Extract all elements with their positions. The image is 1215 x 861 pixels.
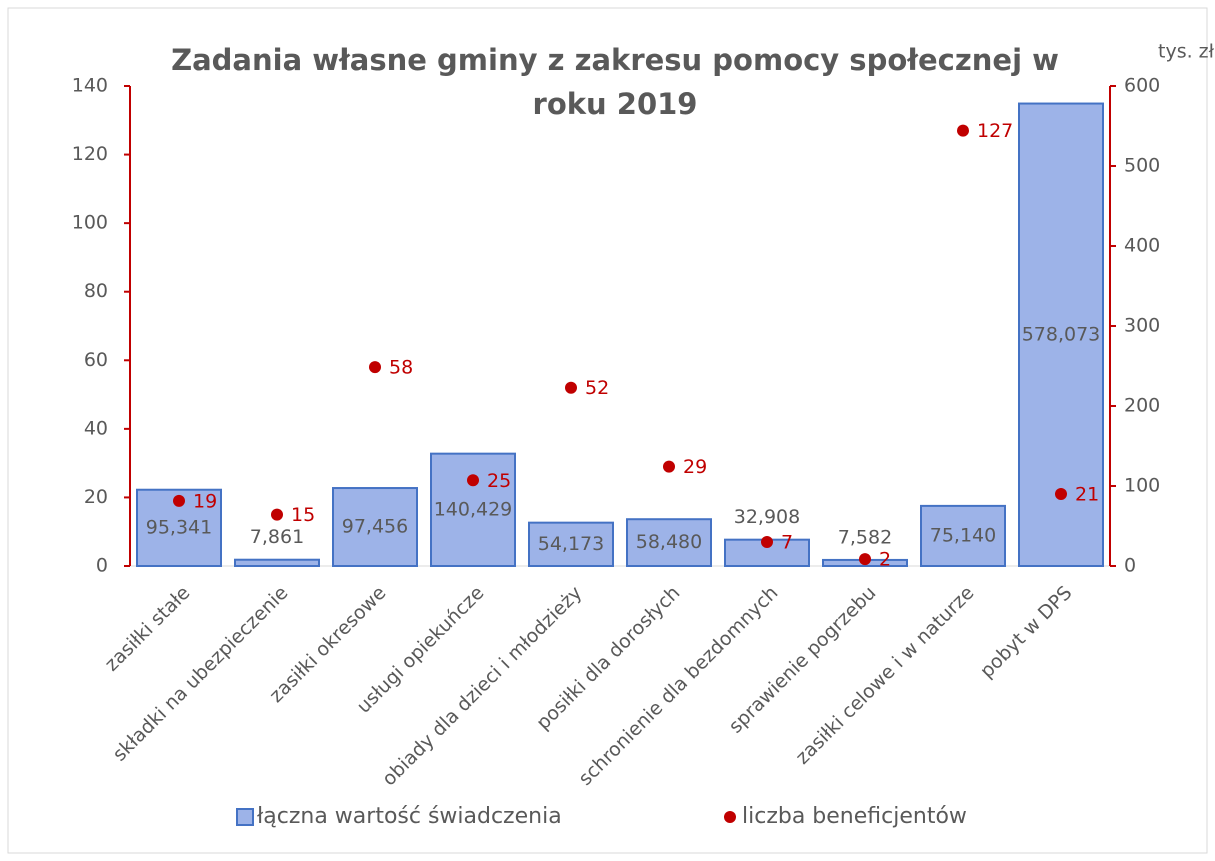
y-tick-label: 140 xyxy=(72,75,108,97)
bar-value-label: 140,429 xyxy=(434,498,513,520)
bar xyxy=(920,504,1006,567)
dot xyxy=(467,474,479,487)
dot-value-label: 2 xyxy=(879,549,891,571)
dot xyxy=(859,553,871,566)
y-tick-label: 20 xyxy=(84,486,108,508)
dot-value-label: 7 xyxy=(781,532,793,554)
bar xyxy=(234,558,320,567)
legend-swatch xyxy=(236,808,254,826)
y2-tick-label: 500 xyxy=(1124,155,1160,177)
y-tick-label: 100 xyxy=(72,212,108,234)
dot xyxy=(663,460,675,473)
dot xyxy=(761,536,773,548)
bar-value-label: 58,480 xyxy=(636,531,702,553)
bar-value-label: 578,073 xyxy=(1022,323,1101,345)
chart-title: Zadania własne gminy z zakresu pomocy sp… xyxy=(171,43,1059,121)
y2-tick-label: 600 xyxy=(1124,75,1160,97)
dot-value-label: 19 xyxy=(193,490,217,512)
y2-axis-label: tys. zł xyxy=(1158,41,1215,63)
dot xyxy=(271,508,283,521)
dot-value-label: 127 xyxy=(977,120,1013,142)
bar xyxy=(626,518,712,568)
dot xyxy=(369,361,381,374)
dot-value-label: 58 xyxy=(389,357,413,379)
bar xyxy=(332,487,418,567)
y-tick-label: 120 xyxy=(72,143,108,165)
dot-value-label: 15 xyxy=(291,504,315,526)
y2-tick-label: 200 xyxy=(1124,395,1160,417)
y-tick-label: 60 xyxy=(84,349,108,371)
y-tick-label: 80 xyxy=(84,280,108,302)
chart-frame xyxy=(7,7,1208,854)
y2-tick-label: 0 xyxy=(1124,555,1136,577)
bar-value-label: 95,341 xyxy=(146,516,212,538)
legend-label: liczba beneficjentów xyxy=(742,804,967,829)
y-tick-label: 40 xyxy=(84,417,108,439)
legend-swatch xyxy=(724,811,736,823)
dot-value-label: 25 xyxy=(487,470,511,492)
bar xyxy=(528,521,614,568)
bar-value-label: 54,173 xyxy=(538,533,604,555)
y2-tick-label: 300 xyxy=(1124,315,1160,337)
bar xyxy=(430,452,516,567)
bar-value-label: 32,908 xyxy=(734,506,800,528)
bar-value-label: 97,456 xyxy=(342,516,408,538)
y-tick-label: 0 xyxy=(96,555,108,577)
dot xyxy=(957,124,969,137)
dot-value-label: 52 xyxy=(585,377,609,399)
y2-tick-label: 400 xyxy=(1124,235,1160,257)
bar-value-label: 75,140 xyxy=(930,524,996,546)
dot xyxy=(173,494,185,507)
dot-value-label: 29 xyxy=(683,456,707,478)
bar-value-label: 7,861 xyxy=(250,526,304,548)
dot xyxy=(1055,488,1067,500)
dot xyxy=(565,381,577,394)
bar-value-label: 7,582 xyxy=(838,526,892,548)
y2-tick-label: 100 xyxy=(1124,475,1160,497)
dot-value-label: 21 xyxy=(1075,484,1099,506)
legend-label: łączna wartość świadczenia xyxy=(257,804,562,829)
